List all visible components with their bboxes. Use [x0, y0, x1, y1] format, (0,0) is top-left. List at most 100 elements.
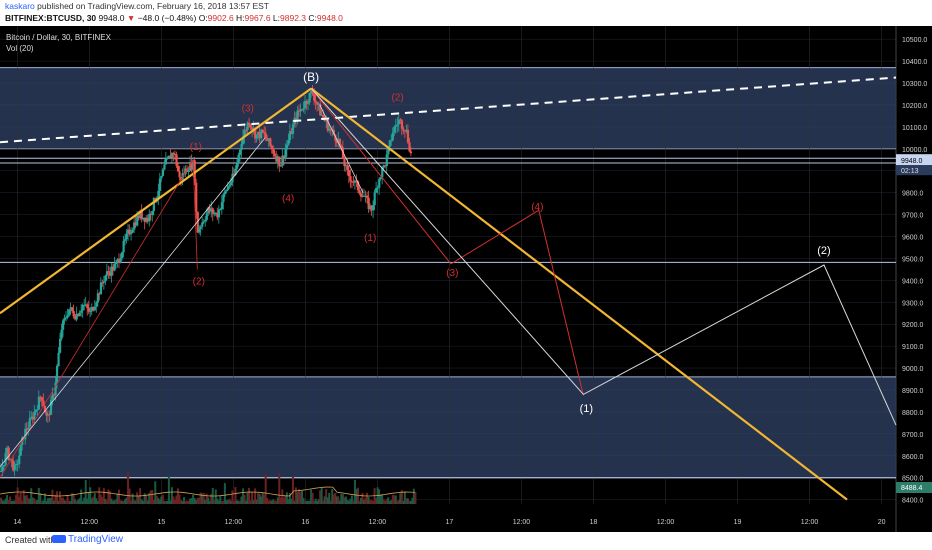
volume-bar	[311, 492, 314, 504]
volume-bar	[245, 500, 248, 504]
candle-body	[31, 416, 34, 420]
volume-bar	[225, 500, 228, 504]
volume-bar	[411, 497, 414, 504]
volume-bar	[21, 500, 24, 504]
candle-body	[370, 205, 373, 211]
volume-bar	[37, 487, 40, 504]
volume-bar	[409, 500, 412, 504]
volume-bar	[242, 488, 245, 504]
volume-bar	[400, 490, 403, 504]
tradingview-brand[interactable]: TradingView	[52, 534, 123, 545]
candle-body	[300, 109, 304, 111]
volume-bar	[272, 499, 275, 504]
candle-body	[6, 447, 9, 453]
volume-bar	[304, 500, 307, 504]
candle-body	[397, 119, 400, 125]
volume-bar	[352, 500, 355, 504]
candle-body	[249, 124, 252, 128]
candle-body	[213, 213, 216, 215]
y-tick-label: 9200.0	[902, 322, 924, 329]
candle-body	[337, 138, 340, 144]
volume-bar	[199, 492, 202, 504]
candle-body	[93, 306, 96, 311]
x-tick-label: 12:00	[369, 519, 387, 526]
volume-bar	[378, 489, 381, 504]
volume-bar	[193, 497, 196, 504]
volume-bar	[276, 497, 279, 504]
candle-body	[58, 338, 62, 353]
volume-bar	[87, 492, 90, 504]
trendline-1	[310, 87, 848, 501]
volume-bar	[257, 492, 260, 504]
volume-bar	[270, 500, 273, 504]
volume-bar	[226, 500, 229, 504]
volume-bar	[235, 500, 238, 504]
candle-body	[251, 127, 254, 131]
candle-body	[164, 158, 168, 165]
volume-bar	[202, 492, 205, 504]
candle-body	[134, 222, 137, 226]
candle-body	[385, 154, 388, 167]
volume-bar	[285, 492, 288, 504]
last-price-tag	[896, 154, 932, 166]
volume-bar	[128, 488, 131, 504]
candle-body	[376, 187, 379, 189]
volume-bar	[146, 500, 149, 504]
volume-bar	[388, 500, 391, 504]
wave-label: (4)	[282, 193, 294, 204]
volume-bar	[130, 500, 133, 504]
candle-body	[16, 463, 19, 465]
price-chart[interactable]: 10500.0 10400.0 10300.0 10200.0 10100.0 10000…	[0, 26, 932, 532]
candle-body	[69, 307, 72, 310]
last-price-label: 9948.0	[901, 158, 923, 165]
candle-body	[344, 165, 348, 167]
candle-body	[402, 128, 405, 131]
candle-body	[378, 178, 381, 188]
volume-bar	[287, 499, 290, 504]
author-link[interactable]: kaskaro	[5, 1, 35, 11]
x-tick-label: 17	[446, 519, 454, 526]
volume-bar	[190, 498, 193, 504]
candle-body	[361, 195, 364, 197]
candle-body	[130, 232, 133, 235]
volume-bar	[42, 500, 45, 504]
x-tick-label: 14	[13, 519, 21, 526]
volume-bar	[393, 495, 396, 504]
volume-bar	[125, 497, 128, 504]
volume-bar	[363, 499, 366, 504]
volume-bar	[405, 498, 408, 504]
candle-body	[49, 399, 53, 415]
candle-body	[136, 215, 139, 226]
y-tick-label: 8900.0	[902, 388, 924, 395]
candle-body	[117, 259, 121, 263]
candle-body	[36, 409, 39, 411]
volume-bar	[39, 493, 42, 504]
candle-body	[305, 101, 308, 104]
volume-bar	[122, 500, 125, 504]
candle-body	[257, 131, 260, 135]
candle-body	[90, 307, 93, 312]
candle-body	[84, 304, 87, 306]
candle-body	[176, 165, 180, 172]
volume-bar	[102, 488, 105, 504]
volume-bar	[117, 489, 120, 504]
candle-body	[105, 271, 109, 276]
volume-bar	[54, 494, 57, 504]
volume-bar	[10, 500, 13, 504]
volume-bar	[261, 493, 264, 504]
candle-body	[341, 147, 345, 159]
candle-body	[46, 414, 50, 416]
volume-tag	[896, 482, 932, 493]
candle-body	[95, 302, 98, 307]
volume-bar	[179, 500, 182, 504]
candle-body	[325, 120, 328, 122]
volume-bar	[13, 500, 16, 504]
volume-bar	[319, 490, 322, 504]
candle-body	[313, 93, 316, 101]
volume-bar	[0, 497, 2, 504]
volume-bar	[152, 500, 155, 504]
candle-body	[201, 222, 204, 227]
candle-body	[104, 275, 107, 282]
volume-bar	[86, 498, 89, 504]
candle-body	[124, 239, 127, 241]
